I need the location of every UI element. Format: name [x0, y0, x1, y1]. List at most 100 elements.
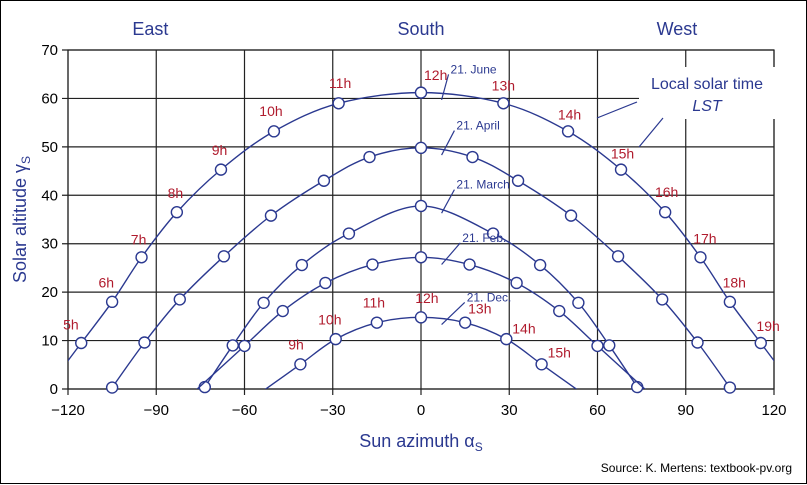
annotation-line2: LST: [692, 98, 723, 115]
y-tick-label: 10: [41, 333, 58, 350]
x-tick-label: 0: [417, 402, 425, 419]
date-label: 21. June: [451, 62, 497, 76]
hour-label: 17h: [693, 231, 716, 247]
y-tick-label: 20: [41, 284, 58, 301]
hour-marker: [107, 296, 118, 307]
hour-label: 15h: [611, 145, 634, 161]
hour-label: 5h: [63, 316, 79, 332]
hour-marker: [464, 259, 475, 270]
hour-marker: [416, 252, 427, 263]
hour-label: 8h: [168, 185, 184, 201]
direction-label: West: [657, 19, 698, 39]
hour-marker: [136, 252, 147, 263]
hour-label: 15h: [548, 345, 571, 361]
hour-marker: [613, 251, 624, 262]
hour-label: 11h: [329, 75, 351, 91]
y-tick-label: 30: [41, 236, 58, 253]
sun-path-chart: −120 −90 −60 −30 0 30 60 90 120010203040506070Su…: [1, 1, 807, 485]
hour-marker: [199, 382, 210, 393]
hour-label: 16h: [655, 184, 678, 200]
direction-label: East: [132, 19, 168, 39]
x-tick-label: 90: [677, 402, 694, 419]
hour-marker: [371, 317, 382, 328]
y-tick-label: 40: [41, 187, 58, 204]
hour-marker: [692, 337, 703, 348]
hour-marker: [277, 306, 288, 317]
hour-marker: [227, 340, 238, 351]
hour-marker: [320, 277, 331, 288]
hour-marker: [268, 126, 279, 137]
hour-marker: [467, 152, 478, 163]
hour-marker: [215, 164, 226, 175]
hour-marker: [724, 296, 735, 307]
hour-label: 18h: [723, 274, 746, 290]
hour-marker: [343, 228, 354, 239]
date-label: 21. April: [456, 119, 499, 133]
hour-marker: [573, 297, 584, 308]
hour-marker: [318, 175, 329, 186]
hour-marker: [218, 251, 229, 262]
hour-marker: [367, 259, 378, 270]
hour-marker: [416, 312, 427, 323]
hour-label: 13h: [492, 78, 515, 94]
hour-marker: [501, 334, 512, 345]
y-tick-label: 60: [41, 90, 58, 107]
hour-marker: [535, 260, 546, 271]
hour-label: 13h: [468, 300, 491, 316]
date-label: 21. March: [456, 178, 509, 192]
hour-label: 12h: [415, 290, 438, 306]
hour-marker: [416, 142, 427, 153]
hour-marker: [511, 277, 522, 288]
hour-marker: [239, 340, 250, 351]
date-label: 21. Feb.: [462, 231, 506, 245]
hour-marker: [604, 340, 615, 351]
hour-marker: [364, 152, 375, 163]
hour-marker: [592, 340, 603, 351]
date-leader-line: [442, 190, 455, 214]
hour-marker: [107, 382, 118, 393]
hour-marker: [333, 98, 344, 109]
y-axis-title: Solar altitude γS: [10, 156, 33, 283]
hour-label: 10h: [318, 312, 341, 328]
hour-marker: [174, 294, 185, 305]
hour-marker: [416, 200, 427, 211]
hour-label: 11h: [363, 295, 385, 311]
hour-marker: [460, 317, 471, 328]
hour-label: 7h: [131, 232, 147, 248]
hour-marker: [657, 294, 668, 305]
hour-marker: [171, 207, 182, 218]
hour-marker: [139, 337, 150, 348]
hour-label: 6h: [98, 274, 114, 290]
x-tick-label: −30: [320, 402, 345, 419]
hour-label: 12h: [424, 67, 447, 83]
annotation-leader-line: [597, 102, 637, 118]
hour-marker: [563, 126, 574, 137]
x-tick-label: −60: [232, 402, 257, 419]
y-tick-label: 0: [50, 381, 58, 398]
hour-marker: [660, 207, 671, 218]
hour-marker: [755, 337, 766, 348]
hour-label: 10h: [259, 103, 282, 119]
hour-label: 9h: [212, 142, 228, 158]
hour-marker: [295, 359, 306, 370]
annotation-leader-line: [639, 118, 663, 147]
source-credit: Source: K. Mertens: textbook-pv.org: [601, 461, 792, 475]
direction-label: South: [397, 19, 444, 39]
y-tick-label: 70: [41, 42, 58, 59]
hour-marker: [632, 382, 643, 393]
hour-marker: [258, 297, 269, 308]
figure-frame: −120 −90 −60 −30 0 30 60 90 120 0 10 20 30 40 50 60 70 Su…: [0, 0, 807, 484]
hour-marker: [566, 210, 577, 221]
x-tick-label: 30: [501, 402, 518, 419]
x-axis-title: Sun azimuth αS: [359, 431, 482, 454]
hour-marker: [554, 306, 565, 317]
hour-marker: [265, 210, 276, 221]
x-tick-label: 60: [589, 402, 606, 419]
hour-marker: [513, 175, 524, 186]
hour-marker: [416, 87, 427, 98]
y-tick-label: 50: [41, 139, 58, 156]
hour-marker: [536, 359, 547, 370]
hour-marker: [724, 382, 735, 393]
hour-marker: [330, 334, 341, 345]
hour-label: 9h: [288, 336, 304, 352]
